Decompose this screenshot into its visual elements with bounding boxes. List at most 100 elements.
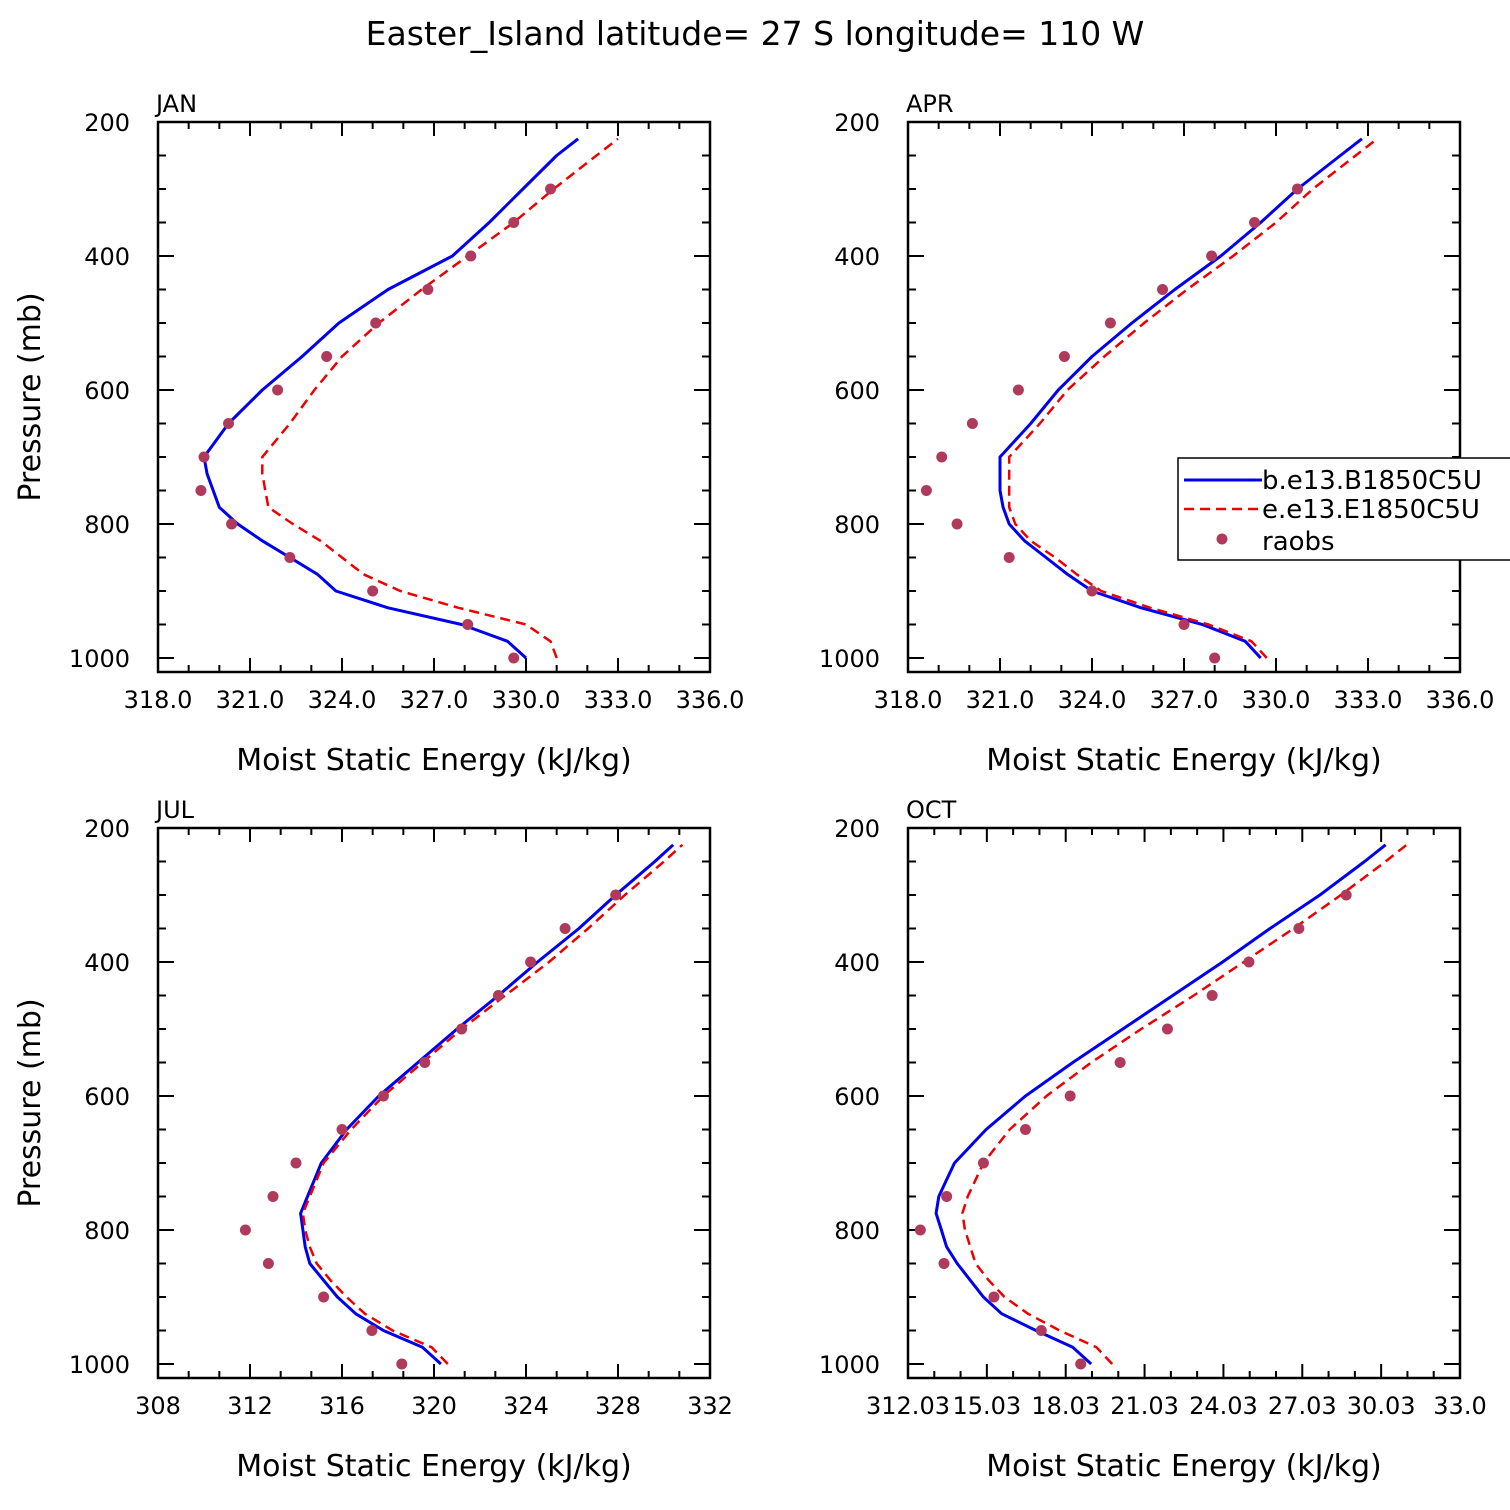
raobs-point <box>936 451 948 463</box>
raobs-point <box>396 1358 408 1370</box>
y-axis-label: Pressure (mb) <box>13 998 48 1207</box>
y-tick-label: 800 <box>834 1217 880 1245</box>
raobs-point <box>462 619 474 630</box>
raobs-point <box>226 518 238 530</box>
x-tick-label: 15.03 <box>952 1392 1021 1420</box>
model-e-line <box>961 843 1408 1365</box>
raobs-point <box>1104 317 1116 329</box>
x-tick-label: 21.03 <box>1110 1392 1179 1420</box>
panel-label: APR <box>906 90 954 118</box>
raobs-point <box>290 1157 302 1169</box>
x-axis-label: Moist Static Energy (kJ/kg) <box>236 1449 632 1484</box>
x-tick-label: 332 <box>687 1392 733 1420</box>
raobs-point <box>1161 1023 1173 1035</box>
raobs-point <box>223 418 235 429</box>
raobs-point <box>610 889 622 901</box>
raobs-point <box>284 552 296 563</box>
y-tick-label: 600 <box>84 1083 130 1111</box>
raobs-point <box>1209 652 1221 664</box>
legend-marker-raobs <box>1216 533 1228 545</box>
plot-frame <box>906 826 1462 1380</box>
raobs-point <box>492 990 504 1001</box>
x-tick-label: 312 <box>227 1392 273 1420</box>
raobs-point <box>456 1023 468 1035</box>
y-axis-label: Pressure (mb) <box>13 292 48 501</box>
raobs-point <box>525 956 537 968</box>
x-tick-label: 321.0 <box>216 686 285 714</box>
raobs-point <box>321 351 333 362</box>
raobs-point <box>559 923 571 934</box>
raobs-point <box>422 284 434 295</box>
model-e-line <box>301 843 684 1365</box>
x-tick-label: 324.0 <box>1058 686 1127 714</box>
x-tick-label: 330.0 <box>492 686 561 714</box>
y-tick-label: 800 <box>84 511 130 539</box>
raobs-point <box>1206 990 1218 1001</box>
model-e-line <box>1007 137 1378 659</box>
x-tick-label: 333.0 <box>1334 686 1403 714</box>
y-tick-label: 200 <box>84 815 130 843</box>
panel-oct: OCT 312.03 15.03 18.03 21.03 24.03 27.03 30.03 3… <box>819 796 1487 1484</box>
x-tick-label: 336.0 <box>676 686 745 714</box>
x-axis-label: Moist Static Energy (kJ/kg) <box>986 1449 1382 1484</box>
y-tick-label: 400 <box>84 243 130 271</box>
y-tick-label: 200 <box>84 109 130 137</box>
x-tick-label: 24.03 <box>1189 1392 1258 1420</box>
raobs-point <box>1206 250 1218 262</box>
raobs-point <box>370 317 382 329</box>
y-tick-label: 1000 <box>69 1351 130 1379</box>
model-b-line <box>299 843 675 1366</box>
raobs-point <box>988 1291 1000 1303</box>
model-b-line <box>934 843 1387 1366</box>
x-tick-label: 321.0 <box>966 686 1035 714</box>
raobs-point <box>508 217 520 228</box>
x-tick-label: 328 <box>595 1392 641 1420</box>
raobs-point <box>239 1224 251 1236</box>
raobs-point <box>1003 552 1015 563</box>
x-tick-label: 330.0 <box>1242 686 1311 714</box>
y-tick-label: 200 <box>834 815 880 843</box>
raobs-point <box>1293 923 1305 934</box>
y-tick-label: 400 <box>84 949 130 977</box>
y-tick-label: 600 <box>834 377 880 405</box>
raobs-point <box>941 1191 953 1202</box>
x-tick-label: 316 <box>319 1392 365 1420</box>
raobs-point <box>966 418 978 429</box>
raobs-point <box>377 1090 389 1102</box>
legend-label: raobs <box>1262 527 1335 557</box>
panel-jul: JUL 308 312 316 320 324 328 332 200 400 600 800 1000… <box>13 796 733 1484</box>
raobs-point <box>1157 284 1169 295</box>
raobs-point <box>1012 384 1024 396</box>
y-tick-label: 600 <box>834 1083 880 1111</box>
x-tick-label: 318.0 <box>874 686 943 714</box>
panels: JAN 318.0 321.0 324.0 327.0 330.0 333.0 336.0 20… <box>13 90 1494 1484</box>
raobs-point <box>318 1291 330 1303</box>
raobs-point <box>419 1057 431 1068</box>
legend-label: b.e13.B1850C5U <box>1262 466 1482 496</box>
x-axis-label: Moist Static Energy (kJ/kg) <box>986 743 1382 778</box>
raobs-point <box>1064 1090 1076 1102</box>
x-tick-label: 18.03 <box>1031 1392 1100 1420</box>
raobs-point <box>1243 956 1255 968</box>
x-tick-label: 312.03 <box>866 1392 950 1420</box>
x-tick-label: 318.0 <box>124 686 193 714</box>
raobs-point <box>1291 183 1303 195</box>
y-tick-label: 800 <box>834 511 880 539</box>
raobs-point <box>262 1258 274 1269</box>
x-tick-label: 327.0 <box>400 686 469 714</box>
model-e-line <box>261 137 619 659</box>
model-b-line <box>998 137 1363 660</box>
raobs-point <box>195 485 207 496</box>
raobs-point <box>920 485 932 496</box>
panel-apr: APR 318.0 321.0 324.0 327.0 330.0 333.0 336.0 20… <box>819 90 1494 778</box>
raobs-point <box>545 183 557 195</box>
y-tick-label: 1000 <box>819 1351 880 1379</box>
panel-label: OCT <box>906 796 957 824</box>
y-tick-label: 400 <box>834 243 880 271</box>
raobs-point <box>1178 619 1190 630</box>
x-tick-label: 333.0 <box>584 686 653 714</box>
raobs-point <box>951 518 963 530</box>
raobs-point <box>508 652 520 664</box>
